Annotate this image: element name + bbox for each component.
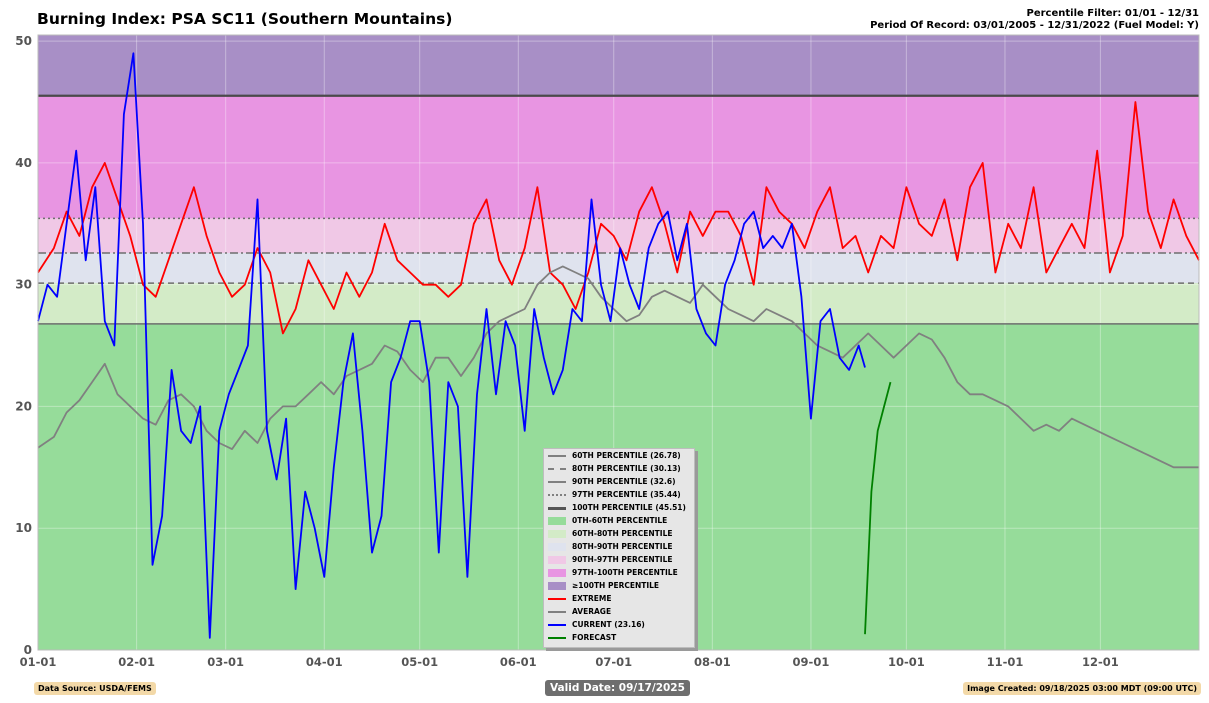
data-source-label: Data Source: USDA/FEMS — [34, 682, 156, 695]
legend-item: 80TH PERCENTILE (30.13) — [544, 462, 694, 475]
x-tick-label: 03-01 — [207, 655, 244, 669]
legend-item: 60TH-80TH PERCENTILE — [544, 527, 694, 540]
axes: 0 10 20 30 40 50 01-01 02-01 03-01 04-01 05-01 06-0… — [15, 34, 1200, 669]
y-tick-label: 10 — [15, 521, 32, 535]
valid-date-badge: Valid Date: 09/17/2025 — [545, 680, 690, 696]
x-tick-label: 12-01 — [1082, 655, 1119, 669]
percentile-filter-label: Percentile Filter: 01/01 - 12/31 — [1026, 8, 1199, 19]
x-tick-label: 11-01 — [987, 655, 1024, 669]
legend-label: EXTREME — [572, 594, 612, 603]
legend-label: AVERAGE — [572, 607, 612, 616]
period-of-record-label: Period Of Record: 03/01/2005 - 12/31/202… — [870, 20, 1199, 31]
legend-item: FORECAST — [544, 631, 694, 644]
band-90-97 — [38, 218, 1199, 253]
legend-label: FORECAST — [572, 633, 617, 642]
forecast-line — [864, 381, 892, 635]
legend-label: CURRENT (23.16) — [572, 620, 645, 629]
record-info: Percentile Filter: 01/01 - 12/31 Period … — [870, 8, 1199, 32]
plot-frame — [37, 34, 1200, 651]
x-tick-label: 08-01 — [694, 655, 731, 669]
series-lines — [37, 52, 1200, 639]
legend-swatch — [548, 608, 566, 616]
legend-label: 80TH-90TH PERCENTILE — [572, 542, 673, 551]
percentile-lines — [38, 94, 1199, 325]
y-tick-label: 0 — [24, 643, 32, 657]
grid-lines — [37, 35, 1199, 651]
legend-label: 80TH PERCENTILE (30.13) — [572, 464, 681, 473]
legend-label: 97TH PERCENTILE (35.44) — [572, 490, 681, 499]
legend-item: EXTREME — [544, 592, 694, 605]
y-tick-label: 30 — [15, 278, 32, 292]
legend-swatch — [548, 555, 566, 564]
legend-swatch — [548, 542, 566, 551]
x-tick-label: 05-01 — [401, 655, 438, 669]
legend-swatch — [548, 478, 566, 486]
legend-swatch — [548, 504, 566, 512]
band-97-100 — [38, 95, 1199, 219]
legend-label: 0TH-60TH PERCENTILE — [572, 516, 668, 525]
legend-label: 90TH PERCENTILE (32.6) — [572, 477, 676, 486]
legend-swatch — [548, 595, 566, 603]
legend-item: 100TH PERCENTILE (45.51) — [544, 501, 694, 514]
x-tick-label: 02-01 — [118, 655, 155, 669]
legend-swatch — [548, 634, 566, 642]
legend-label: ≥100TH PERCENTILE — [572, 581, 660, 590]
current-line — [37, 52, 866, 639]
legend-label: 60TH-80TH PERCENTILE — [572, 529, 673, 538]
legend-item: 90TH-97TH PERCENTILE — [544, 553, 694, 566]
legend-item: CURRENT (23.16) — [544, 618, 694, 631]
legend-swatch — [548, 491, 566, 499]
image-created-label: Image Created: 09/18/2025 03:00 MDT (09:… — [963, 682, 1201, 695]
x-tick-label: 07-01 — [595, 655, 632, 669]
x-tick-label: 04-01 — [306, 655, 343, 669]
average-line — [37, 265, 1199, 469]
legend-swatch — [548, 529, 566, 538]
x-tick-label: 01-01 — [20, 655, 57, 669]
band-100 — [38, 35, 1199, 96]
legend-item: AVERAGE — [544, 605, 694, 618]
x-tick-label: 06-01 — [500, 655, 537, 669]
legend-swatch — [548, 568, 566, 577]
band-60-80 — [38, 283, 1199, 324]
legend-swatch — [548, 621, 566, 629]
legend-swatch — [548, 516, 566, 525]
legend-label: 60TH PERCENTILE (26.78) — [572, 451, 681, 460]
legend-item: 90TH PERCENTILE (32.6) — [544, 475, 694, 488]
legend-label: 97TH-100TH PERCENTILE — [572, 568, 678, 577]
y-tick-label: 20 — [15, 399, 32, 413]
chart-legend: 60TH PERCENTILE (26.78) 80TH PERCENTILE (… — [543, 448, 695, 648]
x-tick-label: 10-01 — [888, 655, 925, 669]
legend-item: 97TH-100TH PERCENTILE — [544, 566, 694, 579]
legend-item: 97TH PERCENTILE (35.44) — [544, 488, 694, 501]
chart-title: Burning Index: PSA SC11 (Southern Mounta… — [37, 10, 453, 28]
y-tick-label: 40 — [15, 156, 32, 170]
legend-label: 90TH-97TH PERCENTILE — [572, 555, 673, 564]
legend-swatch — [548, 581, 566, 590]
x-tick-label: 09-01 — [793, 655, 830, 669]
legend-item: ≥100TH PERCENTILE — [544, 579, 694, 592]
legend-item: 60TH PERCENTILE (26.78) — [544, 449, 694, 462]
legend-swatch — [548, 452, 566, 460]
legend-item: 0TH-60TH PERCENTILE — [544, 514, 694, 527]
legend-swatch — [548, 465, 566, 473]
legend-label: 100TH PERCENTILE (45.51) — [572, 503, 686, 512]
legend-item: 80TH-90TH PERCENTILE — [544, 540, 694, 553]
y-tick-label: 50 — [15, 34, 32, 48]
